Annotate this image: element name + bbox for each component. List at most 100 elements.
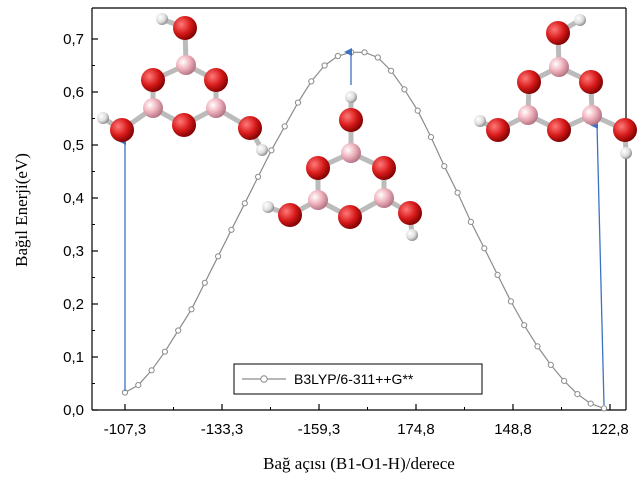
data-point	[427, 134, 435, 141]
oxygen-atom	[141, 68, 165, 92]
plot-frame	[91, 7, 627, 411]
y-tick-label: 0,4	[63, 190, 84, 207]
data-point	[255, 173, 262, 180]
x-tick-label: -133,3	[201, 421, 244, 438]
center-molecule	[262, 91, 422, 241]
oxygen-atom	[486, 118, 510, 142]
boron-atom	[176, 55, 196, 75]
y-axis-title: Bağıl Enerji(eV)	[12, 153, 31, 267]
data-point	[321, 62, 328, 69]
data-point	[454, 189, 461, 196]
data-point	[600, 405, 608, 412]
hydrogen-atom	[345, 91, 357, 103]
oxygen-atom	[398, 201, 422, 225]
x-axis-title: Bağ açısı (B1-O1-H)/derece	[263, 454, 455, 473]
oxygen-atom	[172, 113, 196, 137]
x-tick-label: -159,3	[298, 421, 341, 438]
y-tick-label: 0,3	[63, 243, 84, 260]
data-point	[241, 200, 248, 207]
data-point	[547, 361, 554, 368]
data-point	[201, 279, 208, 286]
y-tick-label: 0,6	[63, 84, 84, 101]
oxygen-atom	[372, 156, 396, 180]
x-tick-label: -107,3	[104, 421, 147, 438]
data-point	[135, 382, 142, 389]
data-point	[308, 78, 315, 85]
y-tick-label: 0,2	[63, 296, 84, 313]
hydrogen-atom	[474, 115, 486, 127]
oxygen-atom	[204, 68, 228, 92]
legend-label: B3LYP/6-311++G**	[294, 371, 414, 387]
left-molecule	[97, 13, 268, 156]
data-point	[148, 367, 155, 374]
oxygen-atom	[517, 70, 541, 94]
hydrogen-atom	[256, 144, 268, 156]
data-point	[281, 123, 288, 130]
hydrogen-atom	[574, 14, 586, 26]
data-point	[467, 218, 474, 225]
data-point	[587, 400, 594, 407]
y-axis: 0,0 0,1 0,2 0,3 0,4 0,5 0,6 0,7	[63, 31, 98, 419]
oxygen-atom	[579, 70, 603, 94]
boron-atom	[143, 98, 163, 118]
x-tick-label: 174,8	[397, 421, 435, 438]
oxygen-atom	[546, 21, 570, 45]
boron-atom	[374, 188, 394, 208]
data-point	[388, 67, 395, 74]
y-tick-label: 0,7	[63, 31, 84, 48]
hydrogen-atom	[620, 147, 632, 159]
oxygen-atom	[173, 16, 197, 40]
data-point	[574, 391, 581, 398]
arrows	[118, 48, 605, 406]
boron-atom	[206, 98, 226, 118]
data-point	[561, 377, 568, 384]
y-tick-label: 0,1	[63, 349, 84, 366]
data-point	[374, 54, 381, 61]
hydrogen-atom	[156, 13, 168, 25]
legend: B3LYP/6-311++G**	[233, 363, 483, 395]
x-tick-label: 148,8	[494, 421, 532, 438]
right-molecule	[474, 14, 637, 159]
boron-atom	[308, 190, 328, 210]
oxygen-atom	[613, 118, 637, 142]
oxygen-atom	[547, 118, 571, 142]
boron-atom	[518, 105, 538, 125]
hydrogen-atom	[97, 112, 109, 124]
data-point	[268, 147, 275, 154]
data-point	[161, 348, 168, 355]
data-point	[507, 298, 514, 305]
data-point	[188, 306, 195, 313]
data-point	[414, 107, 421, 114]
data-point	[441, 163, 448, 170]
data-point	[228, 226, 235, 233]
data-point	[215, 253, 222, 260]
data-point	[481, 245, 488, 252]
oxygen-atom	[238, 116, 262, 140]
oxygen-atom	[110, 118, 134, 142]
boron-atom	[582, 105, 602, 125]
series-group	[121, 49, 608, 412]
oxygen-atom	[278, 203, 302, 227]
y-tick-label: 0,0	[63, 402, 84, 419]
oxygen-atom	[338, 205, 362, 229]
data-point	[494, 271, 501, 278]
data-point	[175, 327, 182, 334]
data-point	[334, 52, 341, 60]
data-point	[521, 322, 528, 329]
x-tick-label: 122,8	[591, 421, 629, 438]
data-point	[361, 49, 368, 56]
data-point	[294, 99, 302, 106]
x-axis: -107,3 -133,3 -159,3 174,8 148,8 122,8	[104, 404, 629, 438]
data-point	[401, 86, 408, 93]
legend-marker	[260, 375, 268, 383]
boron-atom	[549, 57, 569, 77]
hydrogen-atom	[262, 201, 274, 213]
right-arrow	[590, 120, 605, 406]
data-point	[534, 343, 541, 350]
oxygen-atom	[339, 108, 363, 132]
boron-atom	[341, 143, 361, 163]
series-line	[124, 51, 605, 409]
hydrogen-atom	[406, 229, 418, 241]
oxygen-atom	[306, 156, 330, 180]
